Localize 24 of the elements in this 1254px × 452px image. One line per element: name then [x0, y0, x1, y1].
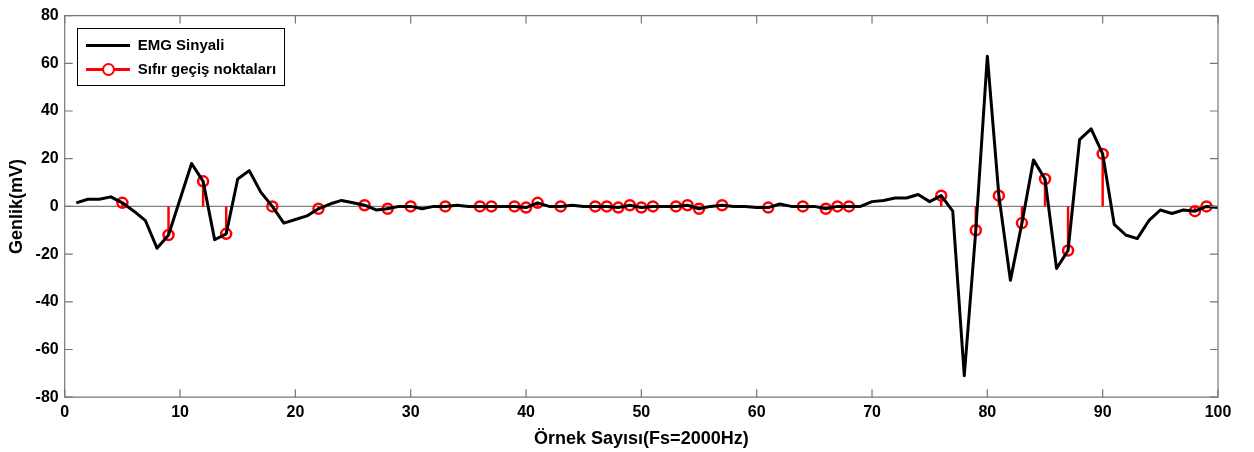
y-tick-label: -20 [35, 244, 59, 262]
y-tick-label: 80 [40, 6, 59, 24]
x-axis-title: Örnek Sayısı(Fs=2000Hz) [534, 428, 749, 449]
y-tick-label: 40 [40, 101, 59, 119]
legend-label: EMG Sinyali [137, 36, 225, 54]
legend-label: Sıfır geçiş noktaları [137, 60, 277, 78]
y-tick-label: 0 [49, 196, 59, 214]
x-tick-label: 10 [171, 403, 190, 421]
y-tick-label: -60 [35, 339, 59, 357]
y-tick-label: 60 [40, 53, 59, 71]
x-tick-label: 90 [1093, 403, 1112, 421]
x-tick-label: 0 [60, 403, 70, 421]
y-tick-label: 20 [40, 149, 59, 167]
x-tick-label: 70 [863, 403, 882, 421]
y-tick-label: -80 [35, 387, 59, 405]
y-axis-title: Genlik(mV) [5, 158, 26, 254]
x-tick-label: 40 [517, 403, 536, 421]
y-tick-label: -40 [35, 292, 59, 310]
x-tick-label: 50 [632, 403, 651, 421]
x-tick-label: 20 [286, 403, 305, 421]
x-tick-label: 30 [401, 403, 420, 421]
x-tick-label: 100 [1204, 403, 1232, 421]
x-tick-label: 60 [747, 403, 766, 421]
x-tick-label: 80 [978, 403, 997, 421]
